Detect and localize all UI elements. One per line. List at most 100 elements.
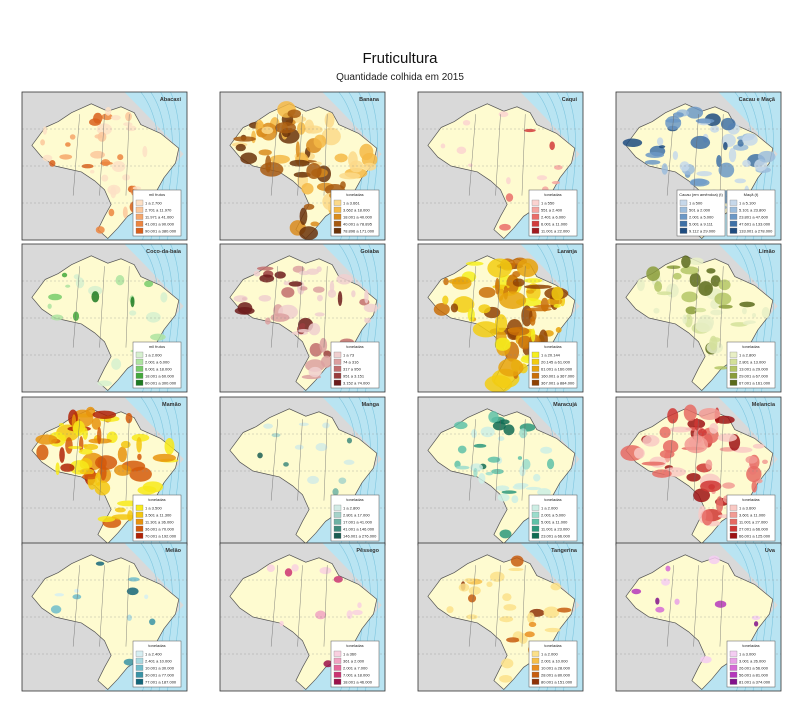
production-area <box>364 289 369 304</box>
production-area <box>728 147 737 163</box>
production-area <box>136 436 142 453</box>
state-border <box>521 419 526 501</box>
legend-label: 1 a 2.000 <box>145 352 162 357</box>
legend-label: 317 a 950 <box>343 366 362 371</box>
production-area <box>701 509 713 526</box>
production-area <box>88 285 103 296</box>
production-area <box>51 314 64 321</box>
production-area <box>525 486 542 491</box>
production-area <box>359 143 374 161</box>
legend-title: toneladas <box>742 497 759 502</box>
state-border <box>468 266 476 348</box>
legend-swatch <box>729 220 738 227</box>
legend-label: 20.145 a 61.000 <box>541 359 571 364</box>
legend-swatch <box>333 664 342 671</box>
production-area <box>530 316 536 326</box>
legend-swatch <box>729 511 738 518</box>
production-area <box>59 447 65 463</box>
production-area <box>310 221 320 227</box>
legend-swatch <box>729 671 738 678</box>
production-area <box>346 437 353 444</box>
production-area <box>751 480 758 493</box>
panel-name: Tangerina <box>551 548 578 554</box>
legend-title: mil frutos <box>149 192 165 197</box>
legend-swatch <box>729 213 738 220</box>
production-area <box>308 366 322 378</box>
production-area <box>327 289 337 298</box>
production-area <box>297 329 310 333</box>
production-area <box>757 150 776 163</box>
production-area <box>55 462 60 476</box>
production-area <box>126 587 139 596</box>
production-area <box>317 294 323 302</box>
map-panel: Banana toneladas 1 a 3.661 3.662 a 18.000 18… <box>219 91 386 241</box>
state-border <box>666 565 674 647</box>
production-area <box>723 142 728 151</box>
production-area <box>499 616 514 623</box>
production-area <box>652 469 672 478</box>
production-area <box>505 193 514 202</box>
legend-label: 60.001 a 300.000 <box>145 380 177 385</box>
legend-swatch <box>729 227 738 234</box>
production-area <box>308 322 321 336</box>
legend-label: 5.101 a 23.800 <box>739 207 766 212</box>
production-area <box>478 287 496 298</box>
production-area <box>487 258 513 278</box>
production-area <box>81 164 94 169</box>
production-area <box>506 637 520 643</box>
panel-name: Manga <box>362 402 380 408</box>
production-area <box>662 439 679 453</box>
production-area <box>716 154 722 167</box>
production-area <box>682 314 688 325</box>
legend-swatch <box>135 220 144 227</box>
legend-swatch <box>531 671 540 678</box>
production-area <box>364 317 372 324</box>
production-area <box>720 117 736 131</box>
state-border <box>99 114 105 196</box>
legend-swatch <box>531 525 540 532</box>
production-area <box>340 181 346 189</box>
production-area <box>762 459 768 464</box>
production-area <box>442 295 449 305</box>
legend-label: 81.001 a 374.000 <box>739 679 771 684</box>
production-area <box>499 675 513 683</box>
production-area <box>351 290 356 298</box>
state-border <box>495 114 501 196</box>
panel-frame <box>417 91 584 241</box>
legend-swatch <box>531 650 540 657</box>
production-area <box>299 207 308 225</box>
production-area <box>333 576 343 583</box>
production-area <box>152 453 177 462</box>
legend-label: 47.601 a 133.000 <box>739 221 771 226</box>
production-area <box>283 462 289 467</box>
production-area <box>307 475 319 485</box>
state-border <box>666 266 674 348</box>
production-area <box>443 277 449 286</box>
production-area <box>710 309 723 316</box>
state-border <box>666 114 674 196</box>
legend-title: toneladas <box>544 192 561 197</box>
legend-label: 10.001 a 30.000 <box>145 665 175 670</box>
legend-label: 1 a 3.000 <box>739 651 756 656</box>
legend-swatch <box>729 657 738 664</box>
production-area <box>642 435 660 447</box>
legend-label: 1 a 360 <box>343 651 357 656</box>
production-area <box>256 266 274 271</box>
production-area <box>480 426 495 438</box>
production-area <box>314 312 325 317</box>
production-area <box>478 473 486 484</box>
production-area <box>689 178 710 187</box>
production-area <box>122 174 130 181</box>
production-area <box>554 165 563 170</box>
legend-swatch <box>135 511 144 518</box>
production-area <box>266 564 275 572</box>
legend-label: 6.001 a 18.000 <box>145 366 172 371</box>
panel-name: Uva <box>765 548 776 554</box>
map-panel: Manga toneladas 1 a 2.800 2.801 a 17.000 17.… <box>219 396 386 546</box>
production-area <box>95 472 102 486</box>
production-area <box>101 174 109 182</box>
production-area <box>709 423 719 434</box>
panel-name: Laranja <box>557 249 578 255</box>
production-area <box>42 154 53 162</box>
production-area <box>279 620 284 627</box>
